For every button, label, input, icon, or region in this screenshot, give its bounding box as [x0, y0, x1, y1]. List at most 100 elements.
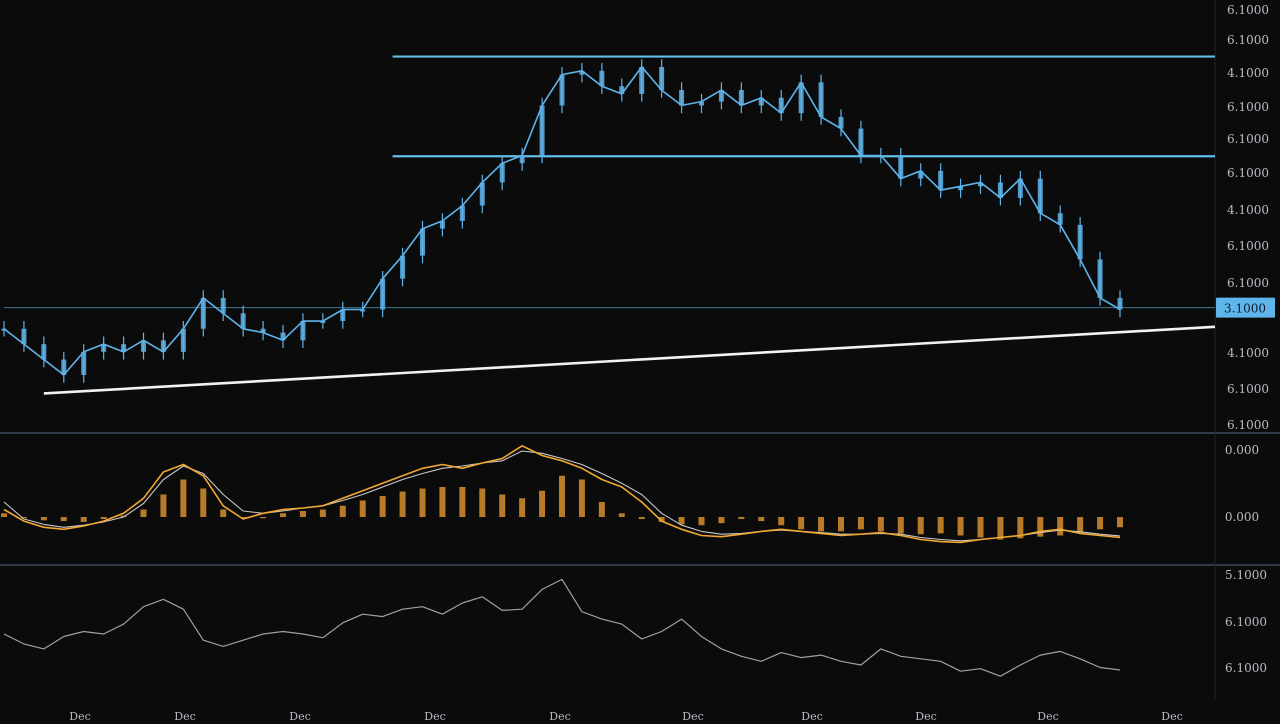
price-candle[interactable]	[718, 82, 724, 110]
oscillator-axis-label: 0.000	[1225, 510, 1259, 524]
price-candle[interactable]	[121, 336, 127, 360]
price-candle[interactable]	[1077, 217, 1083, 268]
price-candle[interactable]	[400, 247, 406, 287]
price-candle[interactable]	[1117, 290, 1123, 318]
price-candle[interactable]	[838, 109, 844, 137]
price-candle[interactable]	[738, 82, 744, 114]
histogram-bar	[559, 475, 565, 517]
price-candle[interactable]	[260, 321, 266, 341]
price-candle-body	[679, 90, 685, 106]
price-candle[interactable]	[1057, 205, 1063, 233]
price-candle[interactable]	[679, 82, 685, 114]
price-axis-label: 6.1000	[1227, 418, 1269, 432]
price-candle-body	[300, 321, 306, 341]
price-candle[interactable]	[1037, 170, 1043, 221]
price-candle[interactable]	[479, 174, 485, 214]
current-price-tag: 3.1000	[1216, 297, 1275, 318]
price-candle[interactable]	[180, 321, 186, 360]
price-candle-body	[200, 297, 206, 329]
price-axis-label: 6.1000	[1227, 132, 1269, 146]
price-candle-body	[420, 228, 425, 256]
price-candle[interactable]	[997, 174, 1003, 206]
price-candle[interactable]	[938, 163, 944, 198]
histogram-bar	[957, 517, 964, 536]
price-candle[interactable]	[878, 147, 884, 164]
histogram-bar	[578, 479, 585, 517]
price-candle[interactable]	[101, 336, 107, 360]
price-candle-body	[141, 340, 146, 352]
price-candle[interactable]	[1017, 170, 1023, 206]
price-candle-body	[938, 170, 944, 191]
price-candle[interactable]	[778, 90, 784, 121]
price-candle-body	[838, 117, 844, 129]
price-candle-body	[619, 86, 625, 94]
price-candle[interactable]	[340, 301, 346, 329]
x-tick-label: Dec	[174, 710, 196, 720]
lower-axis-label: 5.1000	[1225, 568, 1267, 582]
price-candle[interactable]	[220, 290, 226, 322]
price-candle[interactable]	[459, 197, 465, 229]
price-candle[interactable]	[798, 74, 804, 121]
price-candle[interactable]	[61, 351, 67, 383]
price-candle[interactable]	[360, 301, 366, 318]
price-candle[interactable]	[978, 174, 983, 194]
signal-line-a[interactable]	[3, 445, 1121, 544]
price-candle-body	[758, 97, 764, 106]
x-tick-label: Dec	[1161, 710, 1183, 720]
lower-series-line[interactable]	[3, 578, 1121, 677]
price-candle[interactable]	[499, 155, 505, 191]
price-candle[interactable]	[1097, 251, 1103, 306]
price-candle-body	[958, 186, 964, 191]
price-candle[interactable]	[1, 321, 7, 337]
price-candle[interactable]	[81, 344, 87, 383]
histogram-bar	[120, 515, 127, 517]
price-candle[interactable]	[619, 78, 625, 102]
price-candle[interactable]	[380, 271, 386, 318]
price-candle[interactable]	[141, 332, 146, 360]
histogram-bar	[160, 494, 167, 517]
price-candle[interactable]	[898, 147, 904, 187]
price-candle[interactable]	[240, 305, 246, 337]
trend-line[interactable]	[43, 325, 1216, 395]
histogram-bar	[419, 488, 426, 517]
price-candle[interactable]	[300, 313, 306, 348]
price-axis-label: 4.1000	[1227, 346, 1269, 360]
price-candle[interactable]	[439, 213, 445, 237]
oscillator-panel[interactable]	[1, 445, 1123, 544]
lower-axis-label: 6.1000	[1225, 615, 1267, 629]
price-candle[interactable]	[958, 178, 964, 198]
price-candle-body	[340, 309, 346, 322]
price-candle[interactable]	[699, 93, 704, 114]
histogram-bar	[140, 509, 147, 517]
price-panel[interactable]: 3.1000	[1, 55, 1276, 395]
price-candle-body	[380, 278, 386, 310]
histogram-bar	[439, 487, 446, 517]
price-candle[interactable]	[320, 313, 326, 329]
price-candle-body	[320, 321, 326, 324]
price-candle[interactable]	[758, 90, 764, 114]
histogram-bar	[658, 517, 665, 522]
price-candle[interactable]	[599, 63, 605, 94]
price-tag-label: 3.1000	[1224, 302, 1266, 316]
price-candle[interactable]	[420, 220, 425, 264]
histogram-bar	[778, 517, 785, 526]
price-candle[interactable]	[559, 66, 565, 114]
price-candle[interactable]	[818, 74, 824, 125]
price-candle[interactable]	[519, 147, 525, 171]
price-candle[interactable]	[579, 63, 585, 83]
price-candle[interactable]	[280, 324, 286, 348]
price-candle[interactable]	[41, 336, 47, 368]
price-candle[interactable]	[858, 120, 864, 164]
lower-panel[interactable]	[3, 578, 1121, 677]
histogram-bar	[399, 491, 406, 517]
price-candle[interactable]	[160, 332, 166, 360]
price-candle-body	[160, 340, 166, 352]
price-candle-body	[699, 101, 704, 106]
price-candle[interactable]	[659, 59, 665, 98]
price-candle-body	[978, 182, 983, 187]
price-candle[interactable]	[918, 163, 924, 187]
price-candle[interactable]	[639, 59, 645, 102]
price-candle[interactable]	[539, 97, 545, 164]
price-candle[interactable]	[200, 290, 206, 337]
price-candle[interactable]	[21, 321, 27, 352]
